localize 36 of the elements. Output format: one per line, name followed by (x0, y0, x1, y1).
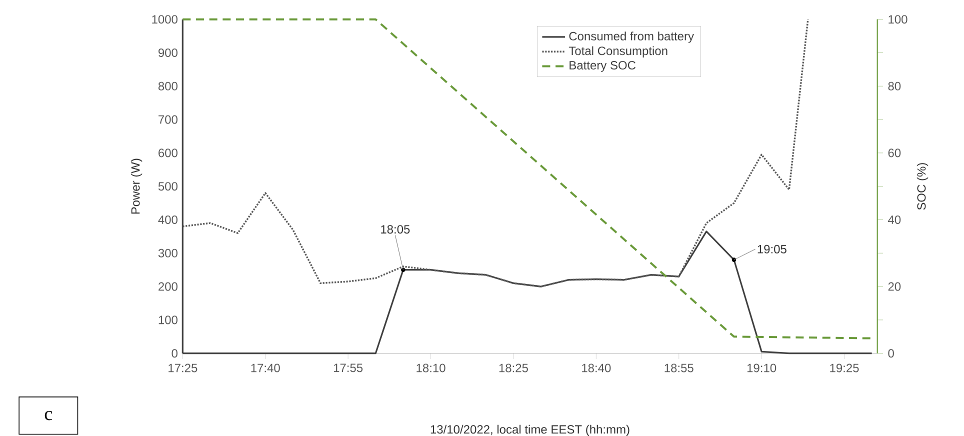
x-axis-title: 13/10/2022, local time EEST (hh:mm) (430, 424, 630, 436)
legend-label: Battery SOC (570, 61, 636, 72)
y-tick-label: 1000 (152, 15, 178, 24)
x-tick-label: 17:25 (168, 364, 198, 372)
y2-tick-label: 100 (888, 15, 908, 24)
text: c (44, 410, 52, 420)
y-tick-label: 100 (158, 316, 178, 324)
y-tick-label: 700 (158, 115, 178, 124)
y2-axis-title: SOC (%) (916, 163, 928, 210)
y-tick-label: 800 (158, 82, 178, 90)
y-tick-label: 500 (158, 182, 178, 191)
x-tick-label: 18:25 (499, 364, 528, 372)
line-series (182, 18, 809, 288)
y-tick-label: 300 (158, 248, 178, 258)
y-tick-label: 400 (158, 215, 178, 224)
x-tick-label: 17:40 (251, 364, 280, 372)
legend-label: Total Consumption (568, 46, 668, 58)
annotation: 19:05 (758, 244, 786, 254)
x-tick-label: 18:10 (416, 364, 446, 372)
x-tick-label: 19:25 (830, 364, 859, 372)
y-tick-label: 600 (158, 148, 178, 158)
x-tick-label: 17:55 (334, 364, 363, 372)
y2-tick-label: 20 (888, 282, 901, 291)
y2-tick-label: 60 (888, 148, 901, 158)
annotation: 18:05 (381, 225, 410, 234)
y2-tick-label: 80 (888, 82, 901, 90)
y2-tick-label: 0 (888, 349, 894, 358)
y-tick-label: 200 (158, 282, 178, 291)
x-tick-label: 18:40 (582, 364, 611, 372)
x-tick-label: 18:55 (664, 364, 694, 372)
legend-label: Consumed from battery (569, 32, 694, 43)
y-tick-label: 0 (172, 349, 178, 358)
y2-tick-label: 40 (888, 215, 901, 224)
y-axis-title: Power (W) (130, 158, 142, 214)
x-tick-label: 19:10 (747, 364, 776, 372)
y-tick-label: 900 (158, 48, 178, 57)
